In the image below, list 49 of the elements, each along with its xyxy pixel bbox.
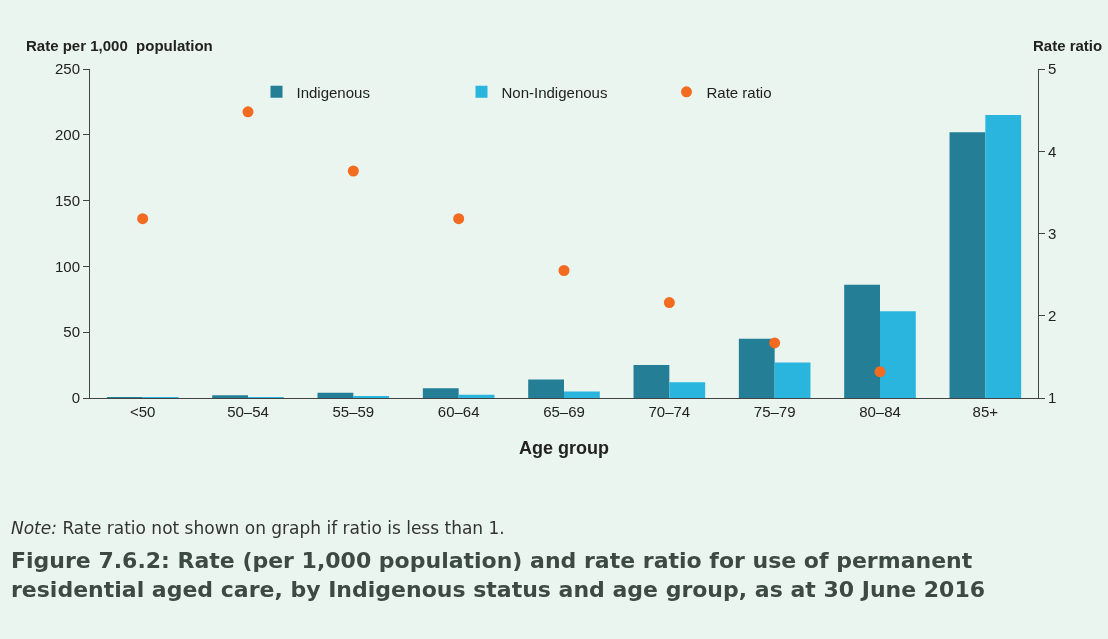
y-tick-label: 200 [54, 126, 80, 144]
x-tick-label: 75–79 [753, 403, 796, 420]
bar [880, 311, 916, 398]
point [347, 165, 359, 177]
legend-label: Rate ratio [706, 83, 772, 101]
point [453, 213, 465, 225]
point [137, 213, 149, 225]
point [663, 297, 675, 309]
bar [738, 338, 775, 398]
text: Figure 7.6.2: Rate (per 1,000 population) and rate ratio for use of permanent residential aged care, by Indigenous status and age group, as at 30 June 2016 [11, 548, 986, 602]
y2-tick-label: 1 [1048, 389, 1057, 407]
x-tick-label: 50–54 [227, 403, 269, 420]
bar [774, 362, 811, 398]
point [874, 366, 886, 378]
x-tick-label: 65–69 [543, 403, 585, 420]
y-tick-label: 100 [54, 257, 80, 275]
bar [564, 391, 600, 398]
bar [985, 115, 1022, 398]
y-axis-title: Rate per 1,000 population [26, 37, 213, 54]
bar [317, 392, 354, 398]
point [769, 337, 781, 349]
bar [949, 132, 986, 398]
bar [422, 388, 459, 398]
x-axis-title: Age group [519, 438, 609, 459]
point [242, 106, 254, 118]
y2-axis-title: Rate ratio [1033, 37, 1103, 54]
y2-tick-label: 2 [1048, 307, 1057, 324]
bar [633, 365, 670, 398]
y-tick-label: 0 [71, 389, 80, 407]
bar [212, 395, 248, 398]
x-tick-label: 60–64 [437, 403, 480, 420]
y-tick-label: 50 [63, 323, 80, 341]
text: Note: Rate ratio not shown on graph if ratio is less than 1. [11, 518, 505, 538]
point [558, 265, 570, 277]
legend-label: Non-Indigenous [501, 83, 608, 101]
bar [669, 382, 706, 398]
x-tick-label: 85+ [972, 403, 999, 420]
y-tick-label: 250 [54, 60, 80, 78]
x-tick-label: 55–59 [332, 403, 375, 420]
y2-tick-label: 4 [1048, 142, 1057, 160]
x-tick-label: <50 [129, 403, 156, 420]
x-tick-label: 80–84 [859, 403, 901, 420]
y-tick-label: 150 [54, 191, 80, 209]
bar [528, 379, 564, 398]
legend-label: Indigenous [296, 83, 370, 101]
y2-tick-label: 3 [1048, 224, 1057, 242]
y2-tick-label: 5 [1048, 60, 1057, 78]
bar [844, 284, 880, 398]
x-tick-label: 70–74 [648, 403, 691, 420]
